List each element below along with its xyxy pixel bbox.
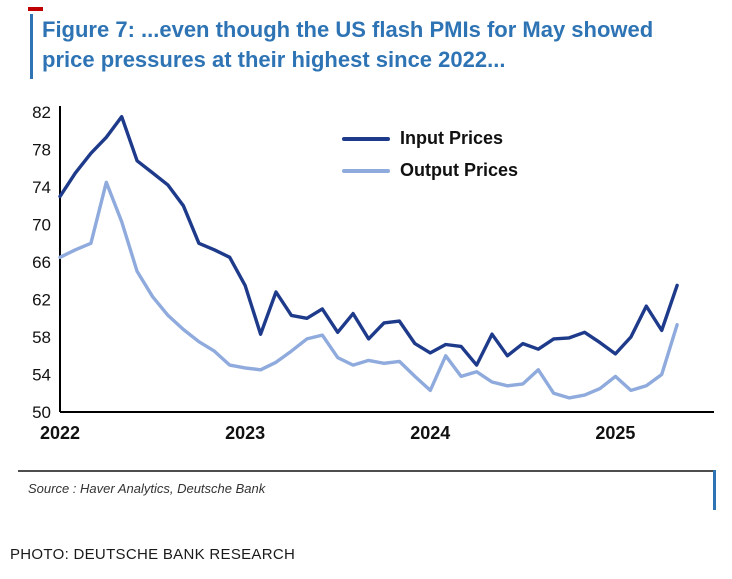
svg-text:70: 70 bbox=[32, 216, 51, 235]
legend-label-input-prices: Input Prices bbox=[400, 128, 504, 148]
blue-corner-mark bbox=[713, 470, 716, 510]
svg-text:74: 74 bbox=[32, 178, 51, 197]
svg-text:66: 66 bbox=[32, 253, 51, 272]
legend-label-output-prices: Output Prices bbox=[400, 160, 519, 180]
svg-text:78: 78 bbox=[32, 141, 51, 160]
photo-credit: PHOTO: DEUTSCHE BANK RESEARCH bbox=[10, 546, 296, 563]
svg-text:2024: 2024 bbox=[410, 423, 450, 443]
output-prices-line-swatch bbox=[342, 168, 390, 173]
legend-item-output-prices: Output Prices bbox=[342, 160, 518, 181]
svg-text:54: 54 bbox=[32, 366, 51, 385]
source-note: Source : Haver Analytics, Deutsche Bank bbox=[28, 481, 266, 496]
svg-text:62: 62 bbox=[32, 291, 51, 310]
chart-legend: Input Prices Output Prices bbox=[342, 128, 518, 181]
source-row: Source : Haver Analytics, Deutsche Bank bbox=[18, 470, 716, 510]
pmi-line-chart: 50 54 58 62 66 70 74 78 82 2022 2023 2024 2025 bbox=[32, 103, 714, 443]
svg-text:82: 82 bbox=[32, 103, 51, 122]
chart-area: 50 54 58 62 66 70 74 78 82 2022 2023 2024 2025 Input… bbox=[14, 100, 720, 446]
svg-text:2025: 2025 bbox=[595, 423, 635, 443]
svg-text:2023: 2023 bbox=[225, 423, 265, 443]
figure-title: Figure 7: ...even though the US flash PM… bbox=[42, 17, 654, 72]
svg-text:50: 50 bbox=[32, 403, 51, 422]
figure-title-block: Figure 7: ...even though the US flash PM… bbox=[30, 14, 720, 79]
red-dash-mark bbox=[28, 7, 43, 11]
input-prices-line-swatch bbox=[342, 136, 390, 141]
svg-text:2022: 2022 bbox=[40, 423, 80, 443]
legend-item-input-prices: Input Prices bbox=[342, 128, 518, 149]
svg-text:58: 58 bbox=[32, 328, 51, 347]
